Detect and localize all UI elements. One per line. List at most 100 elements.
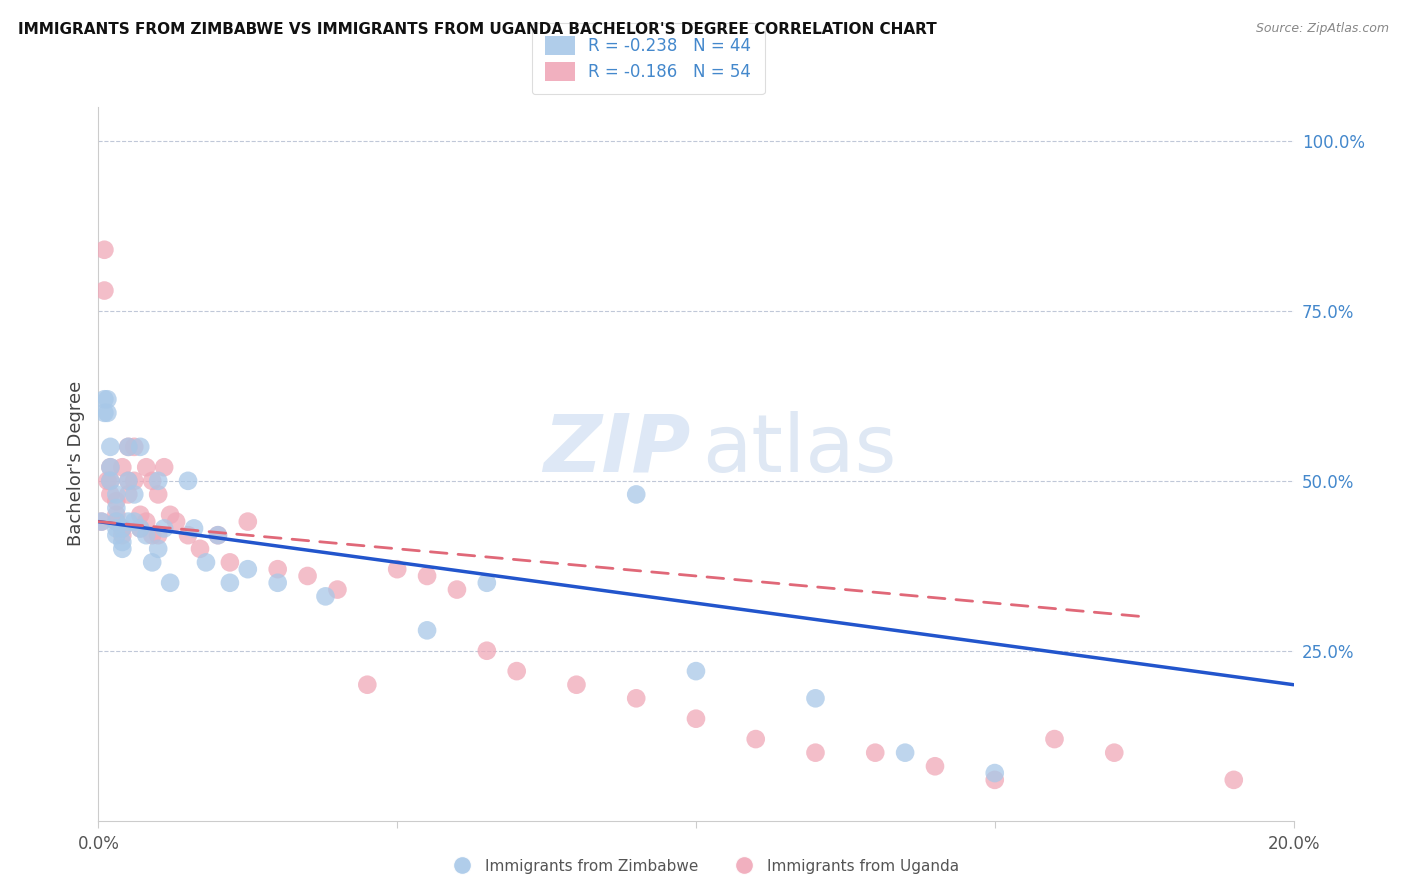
Point	[111, 521, 134, 535]
Point	[105, 501, 128, 516]
Point	[124, 474, 146, 488]
Point	[148, 528, 170, 542]
Point	[124, 515, 146, 529]
Point	[117, 474, 139, 488]
Point	[924, 759, 946, 773]
Point	[141, 474, 163, 488]
Point	[96, 474, 118, 488]
Point	[297, 569, 319, 583]
Point	[96, 406, 118, 420]
Point	[475, 644, 498, 658]
Point	[416, 569, 439, 583]
Point	[626, 691, 648, 706]
Point	[188, 541, 211, 556]
Point	[153, 521, 176, 535]
Point	[111, 541, 134, 556]
Point	[141, 555, 163, 569]
Point	[207, 528, 229, 542]
Text: Source: ZipAtlas.com: Source: ZipAtlas.com	[1256, 22, 1389, 36]
Point	[804, 691, 827, 706]
Point	[385, 562, 409, 576]
Point	[90, 515, 112, 529]
Point	[111, 528, 134, 542]
Point	[93, 392, 115, 407]
Point	[416, 624, 439, 638]
Point	[745, 732, 768, 747]
Point	[267, 575, 290, 590]
Point	[446, 582, 468, 597]
Point	[117, 487, 139, 501]
Point	[148, 541, 170, 556]
Point	[685, 664, 707, 678]
Point	[894, 746, 917, 760]
Point	[183, 521, 205, 535]
Point	[685, 712, 707, 726]
Point	[1104, 746, 1126, 760]
Point	[98, 487, 122, 501]
Point	[98, 474, 122, 488]
Point	[356, 678, 378, 692]
Point	[135, 528, 157, 542]
Point	[129, 508, 152, 522]
Point	[177, 528, 200, 542]
Point	[124, 440, 146, 454]
Point	[236, 515, 259, 529]
Point	[105, 487, 128, 501]
Point	[626, 487, 648, 501]
Point	[117, 474, 139, 488]
Point	[506, 664, 529, 678]
Point	[98, 474, 122, 488]
Point	[207, 528, 229, 542]
Point	[93, 406, 115, 420]
Point	[135, 515, 157, 529]
Point	[219, 575, 242, 590]
Point	[117, 440, 139, 454]
Point	[98, 460, 122, 475]
Point	[98, 460, 122, 475]
Point	[159, 508, 181, 522]
Text: IMMIGRANTS FROM ZIMBABWE VS IMMIGRANTS FROM UGANDA BACHELOR'S DEGREE CORRELATION: IMMIGRANTS FROM ZIMBABWE VS IMMIGRANTS F…	[18, 22, 936, 37]
Point	[105, 494, 128, 508]
Point	[129, 521, 152, 535]
Point	[135, 460, 157, 475]
Point	[93, 284, 115, 298]
Point	[315, 590, 337, 604]
Point	[165, 515, 187, 529]
Text: atlas: atlas	[702, 410, 896, 489]
Point	[1223, 772, 1246, 787]
Point	[159, 575, 181, 590]
Point	[98, 440, 122, 454]
Point	[153, 460, 176, 475]
Point	[195, 555, 218, 569]
Y-axis label: Bachelor's Degree: Bachelor's Degree	[66, 381, 84, 547]
Point	[111, 460, 134, 475]
Point	[93, 243, 115, 257]
Point	[111, 521, 134, 535]
Point	[804, 746, 827, 760]
Point	[105, 515, 128, 529]
Point	[117, 440, 139, 454]
Point	[105, 515, 128, 529]
Point	[105, 528, 128, 542]
Point	[984, 766, 1007, 780]
Point	[148, 487, 170, 501]
Point	[105, 508, 128, 522]
Point	[148, 474, 170, 488]
Point	[219, 555, 242, 569]
Legend: R = -0.238   N = 44, R = -0.186   N = 54: R = -0.238 N = 44, R = -0.186 N = 54	[531, 22, 765, 95]
Point	[177, 474, 200, 488]
Point	[236, 562, 259, 576]
Point	[865, 746, 887, 760]
Point	[111, 535, 134, 549]
Point	[326, 582, 349, 597]
Point	[117, 515, 139, 529]
Point	[90, 515, 112, 529]
Point	[129, 521, 152, 535]
Point	[1043, 732, 1066, 747]
Point	[129, 440, 152, 454]
Point	[105, 521, 128, 535]
Point	[124, 487, 146, 501]
Point	[96, 392, 118, 407]
Point	[984, 772, 1007, 787]
Point	[475, 575, 498, 590]
